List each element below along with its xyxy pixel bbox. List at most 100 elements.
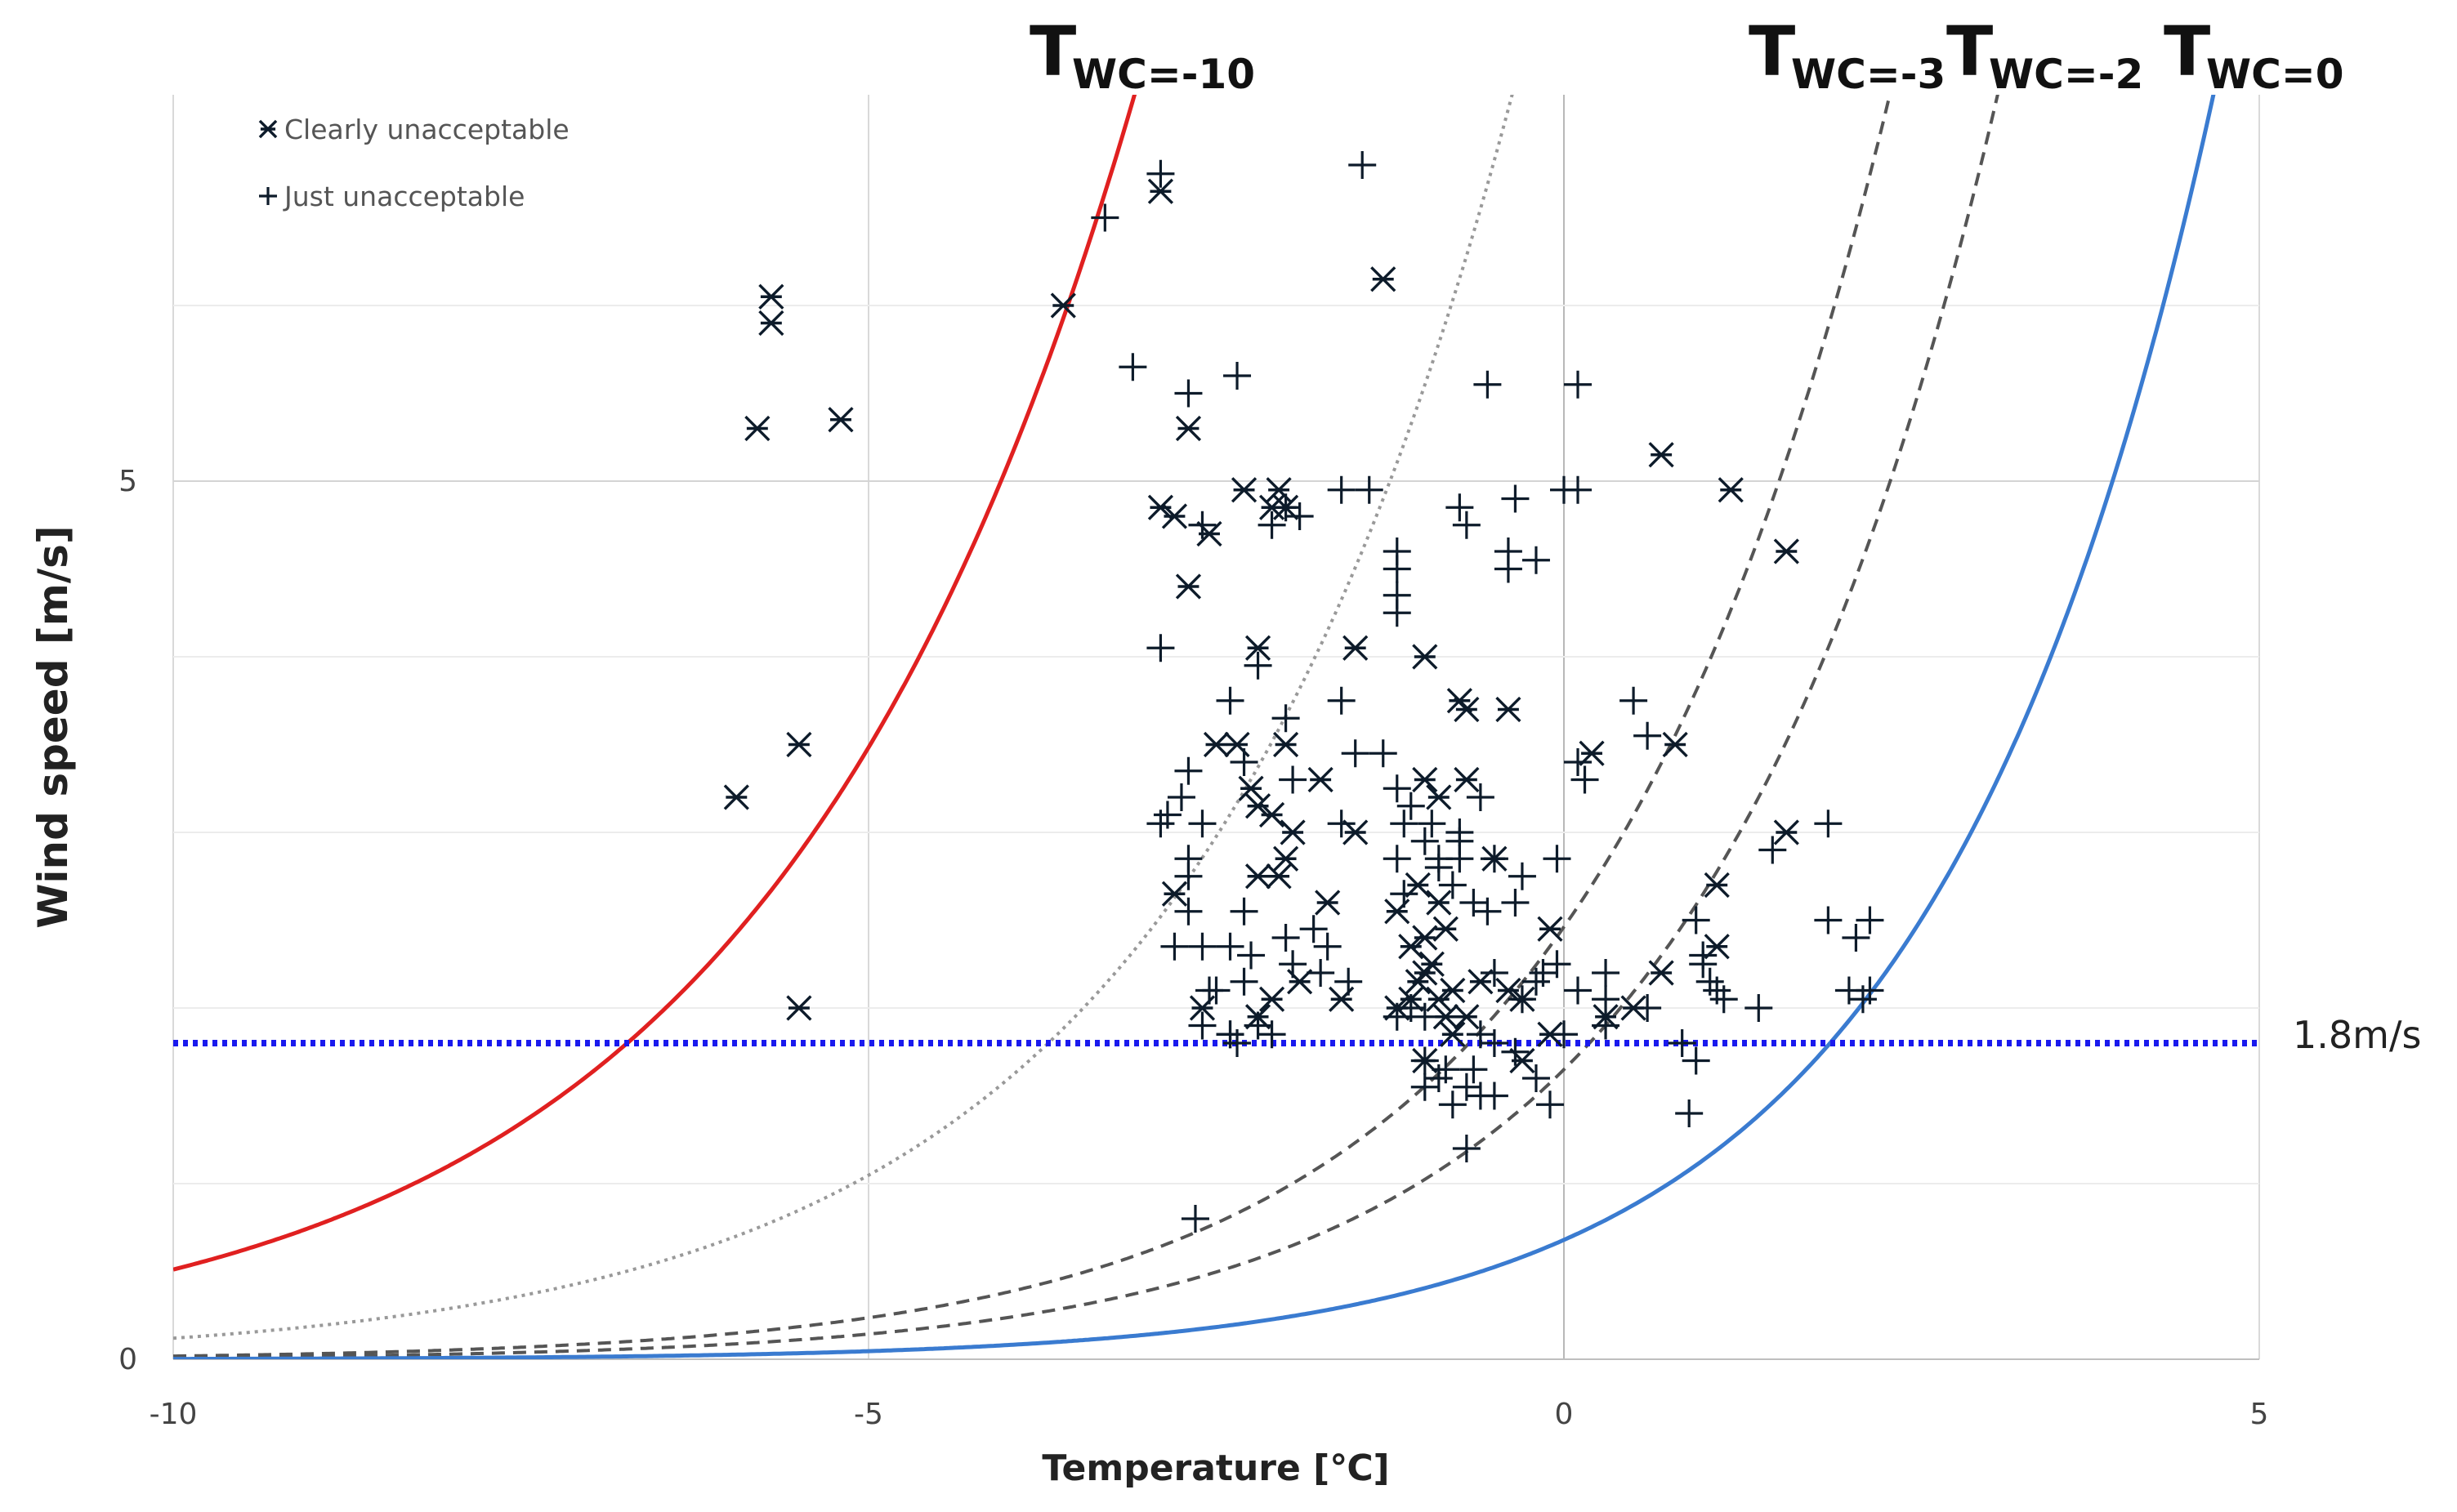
point-clearly-unacceptable [758,310,784,337]
point-just-unacceptable [1445,493,1474,522]
point-just-unacceptable [1689,941,1718,970]
point-just-unacceptable [1146,159,1175,188]
y-tick-label: 0 [118,1343,137,1376]
point-clearly-unacceptable [1244,635,1271,661]
point-clearly-unacceptable [1258,986,1285,1012]
point-just-unacceptable [1592,1011,1620,1040]
point-clearly-unacceptable [1272,845,1299,872]
legend-asterisk [258,119,278,139]
point-just-unacceptable [1494,555,1522,583]
point-clearly-unacceptable [1773,819,1799,845]
point-clearly-unacceptable [1412,644,1438,670]
point-just-unacceptable [1230,748,1258,776]
point-just-unacceptable [1383,599,1411,627]
point-just-unacceptable [1452,1135,1481,1162]
point-just-unacceptable [1480,1082,1508,1110]
point-clearly-unacceptable [1272,731,1299,758]
point-just-unacceptable [1258,1020,1286,1049]
point-just-unacceptable [1410,1046,1439,1075]
point-just-unacceptable [1396,792,1425,820]
point-just-unacceptable [1592,959,1620,987]
point-just-unacceptable [1633,994,1662,1022]
plot-area [172,95,2260,1360]
point-clearly-unacceptable [1258,801,1285,828]
point-just-unacceptable [1814,810,1843,838]
point-clearly-unacceptable [1231,477,1258,503]
point-clearly-unacceptable [828,407,854,433]
point-just-unacceptable [1216,932,1244,961]
point-just-unacceptable [1383,774,1411,803]
point-clearly-unacceptable [1495,696,1521,723]
point-clearly-unacceptable [1161,881,1188,907]
gridlines [172,95,2260,1360]
point-just-unacceptable [1452,511,1481,539]
point-just-unacceptable [1230,897,1258,925]
curve-label-sub: WC=-2 [1989,51,2143,98]
point-just-unacceptable [1153,801,1182,829]
point-just-unacceptable [1244,1011,1272,1040]
point-clearly-unacceptable [1412,766,1438,793]
point-just-unacceptable [1508,862,1536,890]
point-clearly-unacceptable [1648,442,1674,468]
point-just-unacceptable [1814,906,1843,934]
legend-label-clearly: Clearly unacceptable [284,114,570,145]
curve-twc-1 [173,95,1514,1340]
point-just-unacceptable [1223,362,1252,390]
point-just-unacceptable [1160,932,1189,961]
point-just-unacceptable [1508,985,1536,1014]
point-just-unacceptable [1501,889,1530,917]
point-clearly-unacceptable [1315,890,1341,916]
point-just-unacceptable [1396,994,1425,1022]
point-just-unacceptable [1369,739,1397,768]
point-just-unacceptable [1675,1099,1704,1127]
point-just-unacceptable [1174,756,1203,785]
point-just-unacceptable [1390,880,1418,908]
point-just-unacceptable [1348,151,1377,179]
point-clearly-unacceptable [1454,696,1480,723]
point-just-unacceptable [1313,932,1342,961]
legend-label-just: Just unacceptable [283,181,525,212]
curve-label-sub: WC=0 [2206,51,2344,98]
threshold-label: 1.8m/s [2293,1013,2421,1057]
point-just-unacceptable [1390,810,1418,838]
point-just-unacceptable [1856,906,1884,934]
point-clearly-unacceptable [1412,925,1438,951]
curve-twc-0 [173,95,1137,1272]
point-just-unacceptable [1410,1073,1439,1101]
point-just-unacceptable [1091,203,1119,232]
point-clearly-unacceptable [1203,731,1230,758]
point-just-unacceptable [1271,924,1300,952]
point-just-unacceptable [1592,985,1620,1014]
point-just-unacceptable [1438,1091,1467,1119]
y-tick-label: 5 [118,465,137,498]
point-clearly-unacceptable [1147,178,1174,204]
point-just-unacceptable [1682,906,1710,934]
x-tick-label: -10 [150,1398,198,1431]
point-just-unacceptable [1223,1029,1252,1057]
point-just-unacceptable [1432,1055,1460,1084]
point-just-unacceptable [1564,748,1593,776]
point-just-unacceptable [1438,871,1467,899]
curve-twc-3 [173,95,1999,1359]
point-just-unacceptable [1709,985,1738,1014]
point-just-unacceptable [1146,634,1175,662]
data-points [723,151,1884,1233]
point-just-unacceptable [1383,845,1411,873]
point-just-unacceptable [1668,1029,1696,1057]
point-clearly-unacceptable [1426,890,1452,916]
point-just-unacceptable [1480,845,1508,873]
point-just-unacceptable [1271,493,1300,522]
point-just-unacceptable [1550,1020,1578,1049]
point-just-unacceptable [1529,959,1557,987]
point-clearly-unacceptable [1648,960,1674,986]
legend-plus [259,187,277,205]
point-clearly-unacceptable [1704,872,1730,899]
point-just-unacceptable [1341,739,1369,768]
point-clearly-unacceptable [744,415,771,442]
x-axis-title: Temperature [℃] [1042,1447,1389,1489]
axis-ticks: -10 -5 0 5 0 5 [118,465,2268,1431]
curve-twc-2 [173,95,1892,1358]
point-just-unacceptable [1181,1205,1209,1233]
curve-label-main: T [2164,11,2210,91]
point-just-unacceptable [1299,915,1328,943]
